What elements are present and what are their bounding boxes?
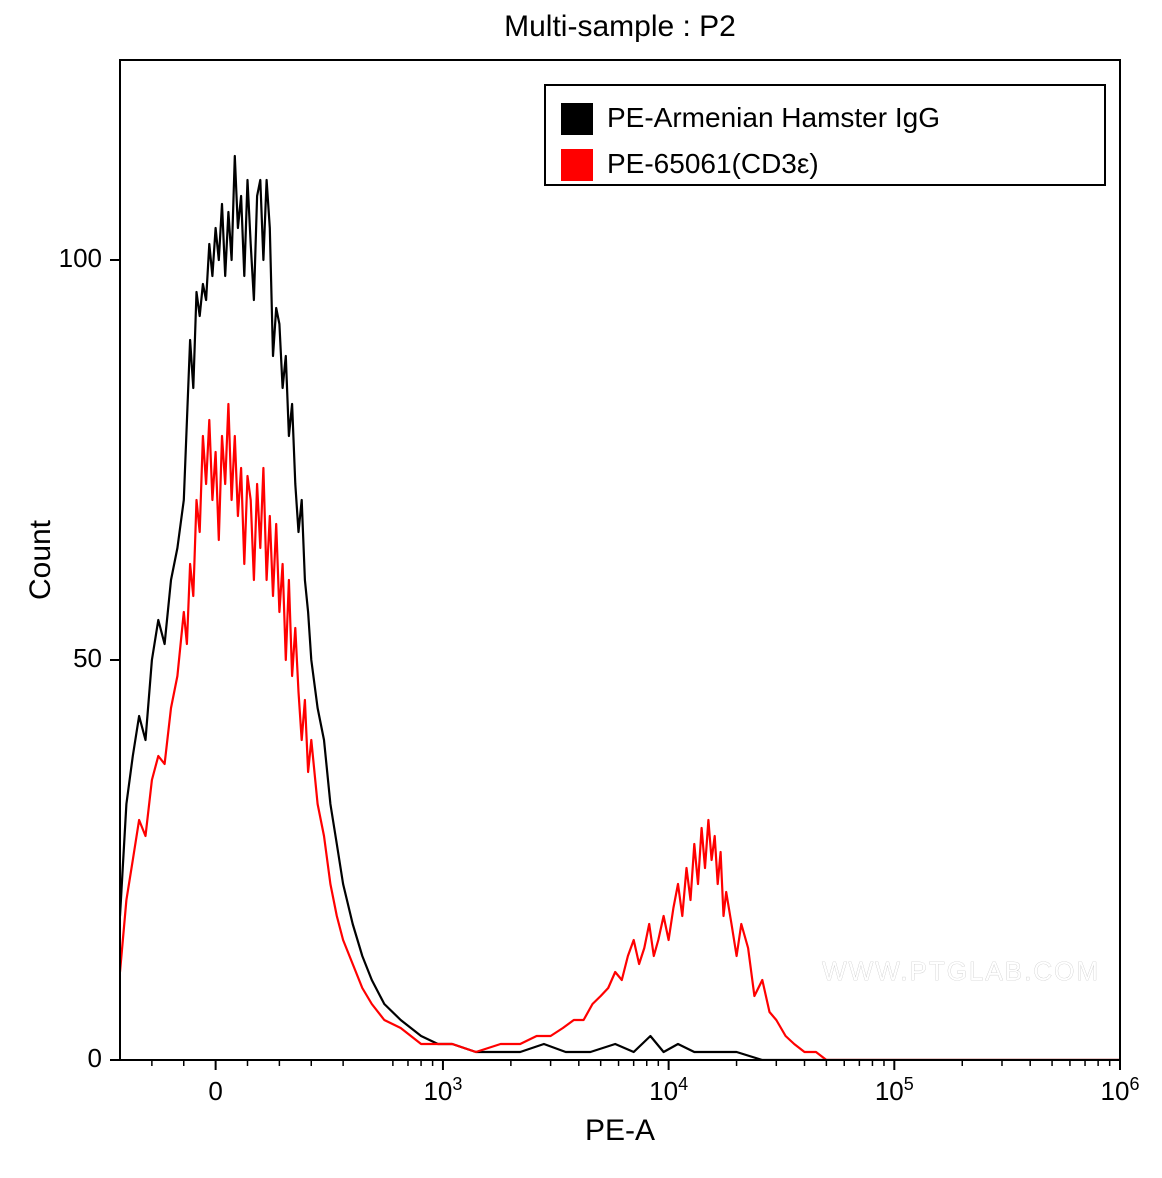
y-axis-label: Count bbox=[24, 519, 57, 600]
chart-title: Multi-sample : P2 bbox=[504, 10, 736, 43]
legend-label: PE-65061(CD3ε) bbox=[607, 148, 819, 179]
x-axis-label: PE-A bbox=[585, 1114, 655, 1147]
y-tick-label: 100 bbox=[59, 243, 102, 273]
legend-swatch bbox=[561, 149, 593, 181]
chart-container: 0501000103104105106CountPE-AMulti-sample… bbox=[0, 0, 1162, 1178]
flow-cytometry-histogram: 0501000103104105106CountPE-AMulti-sample… bbox=[0, 0, 1162, 1178]
x-tick-label: 0 bbox=[208, 1076, 222, 1106]
y-tick-label: 0 bbox=[88, 1043, 102, 1073]
legend: PE-Armenian Hamster IgG PE-65061(CD3ε) bbox=[545, 85, 1105, 185]
watermark: WWW.PTGLAB.COM bbox=[822, 956, 1100, 986]
legend-swatch bbox=[561, 103, 593, 135]
y-tick-label: 50 bbox=[73, 643, 102, 673]
legend-label: PE-Armenian Hamster IgG bbox=[607, 102, 940, 133]
